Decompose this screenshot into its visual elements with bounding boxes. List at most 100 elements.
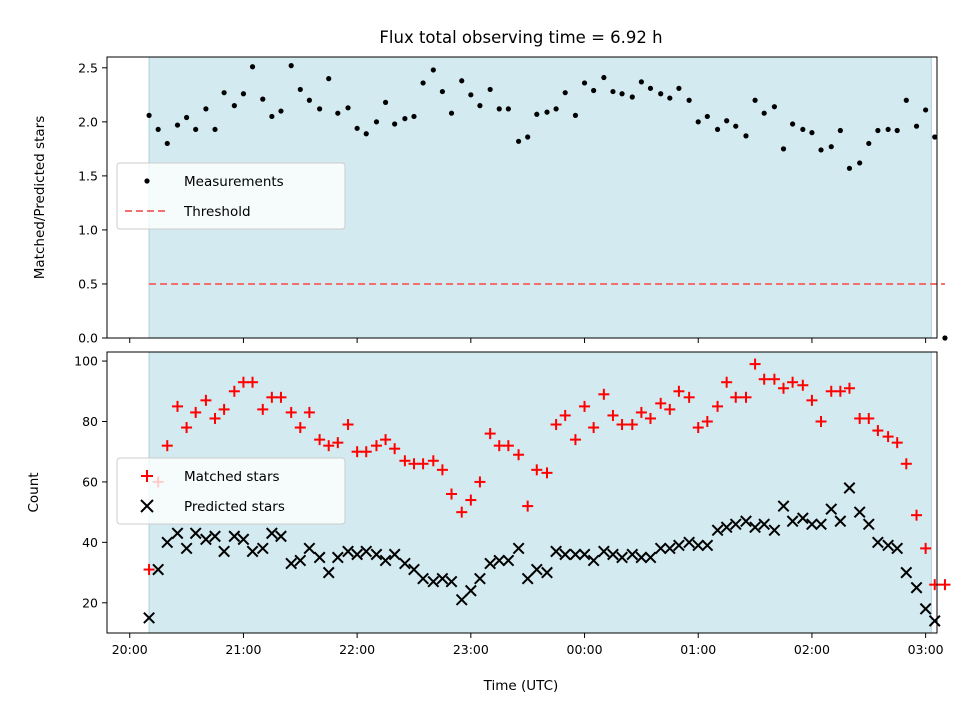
matched-star-point <box>257 403 269 415</box>
measurement-point <box>704 113 710 120</box>
predicted-star-point <box>910 581 923 594</box>
measurement-point <box>857 160 863 166</box>
predicted-star-point <box>275 530 287 543</box>
y-tick-label: 40 <box>82 535 98 550</box>
x-tick-label: 22:00 <box>339 642 375 657</box>
matched-star-point <box>815 415 827 427</box>
matched-star-point <box>872 425 884 437</box>
measurement-point <box>430 67 436 73</box>
panel-ratio: 0.0 0.5 1.0 1.5 2.0 2.5 Matched/Predicted sta… <box>32 56 948 346</box>
predicted-star-point <box>853 506 866 519</box>
predicted-star-point <box>843 482 856 494</box>
measurement-point <box>240 91 247 97</box>
measurement-point <box>714 126 721 133</box>
matched-star-point <box>834 385 846 397</box>
matched-star-point <box>683 391 695 403</box>
predicted-star-point <box>464 584 477 597</box>
matched-star-point <box>522 500 534 512</box>
y-tick-label: 2.0 <box>78 114 98 129</box>
matched-star-point <box>712 400 724 412</box>
matched-star-point <box>569 434 581 446</box>
measurement-point <box>695 119 701 125</box>
legend-bottom: Matched stars Predicted stars <box>116 457 346 525</box>
panel-counts: 20 40 60 80 100 20:00 21:00 22:00 23:00 00:00 01:… <box>26 351 951 694</box>
predicted-star-point <box>285 557 298 570</box>
measurement-point <box>667 95 673 101</box>
measurement-point <box>487 86 493 93</box>
measurement-point <box>411 113 417 120</box>
legend-top: Measurements Threshold <box>116 162 346 230</box>
predicted-star-point <box>882 539 895 552</box>
measurement-point <box>610 88 616 95</box>
measurement-point <box>733 123 739 129</box>
matched-star-point <box>323 440 335 452</box>
matched-star-point <box>607 409 619 421</box>
measurement-point <box>212 126 218 133</box>
predicted-star-point <box>607 548 619 561</box>
predicted-star-point <box>654 542 667 555</box>
measurement-point <box>382 99 389 105</box>
matched-star-point <box>939 579 951 591</box>
matched-star-point <box>209 412 221 424</box>
matched-star-point <box>843 382 855 394</box>
measurement-point <box>534 111 540 117</box>
y-tick-label: 2.5 <box>78 60 98 75</box>
measurement-point <box>459 78 465 84</box>
predicted-star-point <box>152 563 165 576</box>
measurement-point <box>317 106 323 112</box>
y-tick-label: 80 <box>82 414 98 429</box>
predicted-star-point <box>720 521 733 534</box>
predicted-star-point <box>683 536 696 549</box>
predicted-star-point <box>834 515 847 528</box>
measurement-points <box>146 63 948 341</box>
predicted-star-point <box>351 548 364 561</box>
measurement-point <box>553 106 559 112</box>
measurement-point <box>439 88 446 95</box>
predicted-star-point <box>663 542 676 555</box>
predicted-star-point <box>427 575 440 588</box>
measurement-point <box>601 74 607 81</box>
predicted-star-point <box>200 533 212 546</box>
predicted-star-point <box>815 518 827 531</box>
measurement-point <box>800 126 806 133</box>
predicted-star-point <box>370 548 383 561</box>
matched-star-point <box>541 467 553 479</box>
measurement-point <box>326 76 332 82</box>
matched-star-point <box>360 446 372 458</box>
predicted-star-point <box>161 536 174 549</box>
matched-star-point <box>758 373 770 385</box>
measurement-point <box>164 140 170 147</box>
measurement-point <box>174 122 181 128</box>
measurement-point <box>647 85 654 91</box>
matched-star-point <box>228 385 240 397</box>
predicted-star-point <box>626 548 639 561</box>
matched-star-point <box>559 409 571 421</box>
predicted-star-point <box>322 566 335 579</box>
legend-box-bottom <box>116 457 346 525</box>
matched-star-point <box>891 437 903 449</box>
measurement-point <box>420 80 426 86</box>
predicted-star-point <box>360 545 373 558</box>
measurement-point <box>249 64 256 70</box>
matched-star-point <box>929 579 941 591</box>
matched-star-point <box>740 391 752 403</box>
measurement-point <box>306 97 312 103</box>
predicted-star-point <box>237 533 250 546</box>
matched-star-point <box>701 415 713 427</box>
measurement-point <box>780 146 787 152</box>
measurement-point <box>505 106 511 112</box>
y-tick-label: 1.5 <box>78 168 98 183</box>
measurement-point <box>260 96 266 102</box>
legend-marker-matched <box>141 470 153 482</box>
x-tick-label: 03:00 <box>908 642 944 657</box>
predicted-star-point <box>768 524 781 537</box>
matched-star-point <box>673 385 685 397</box>
matched-star-point <box>911 509 923 521</box>
measurement-point <box>193 126 199 133</box>
predicted-star-point <box>171 527 184 540</box>
predicted-star-point <box>331 551 344 564</box>
predicted-star-point <box>541 566 553 579</box>
measurement-point <box>278 108 284 114</box>
legend-label-threshold: Threshold <box>183 204 251 220</box>
